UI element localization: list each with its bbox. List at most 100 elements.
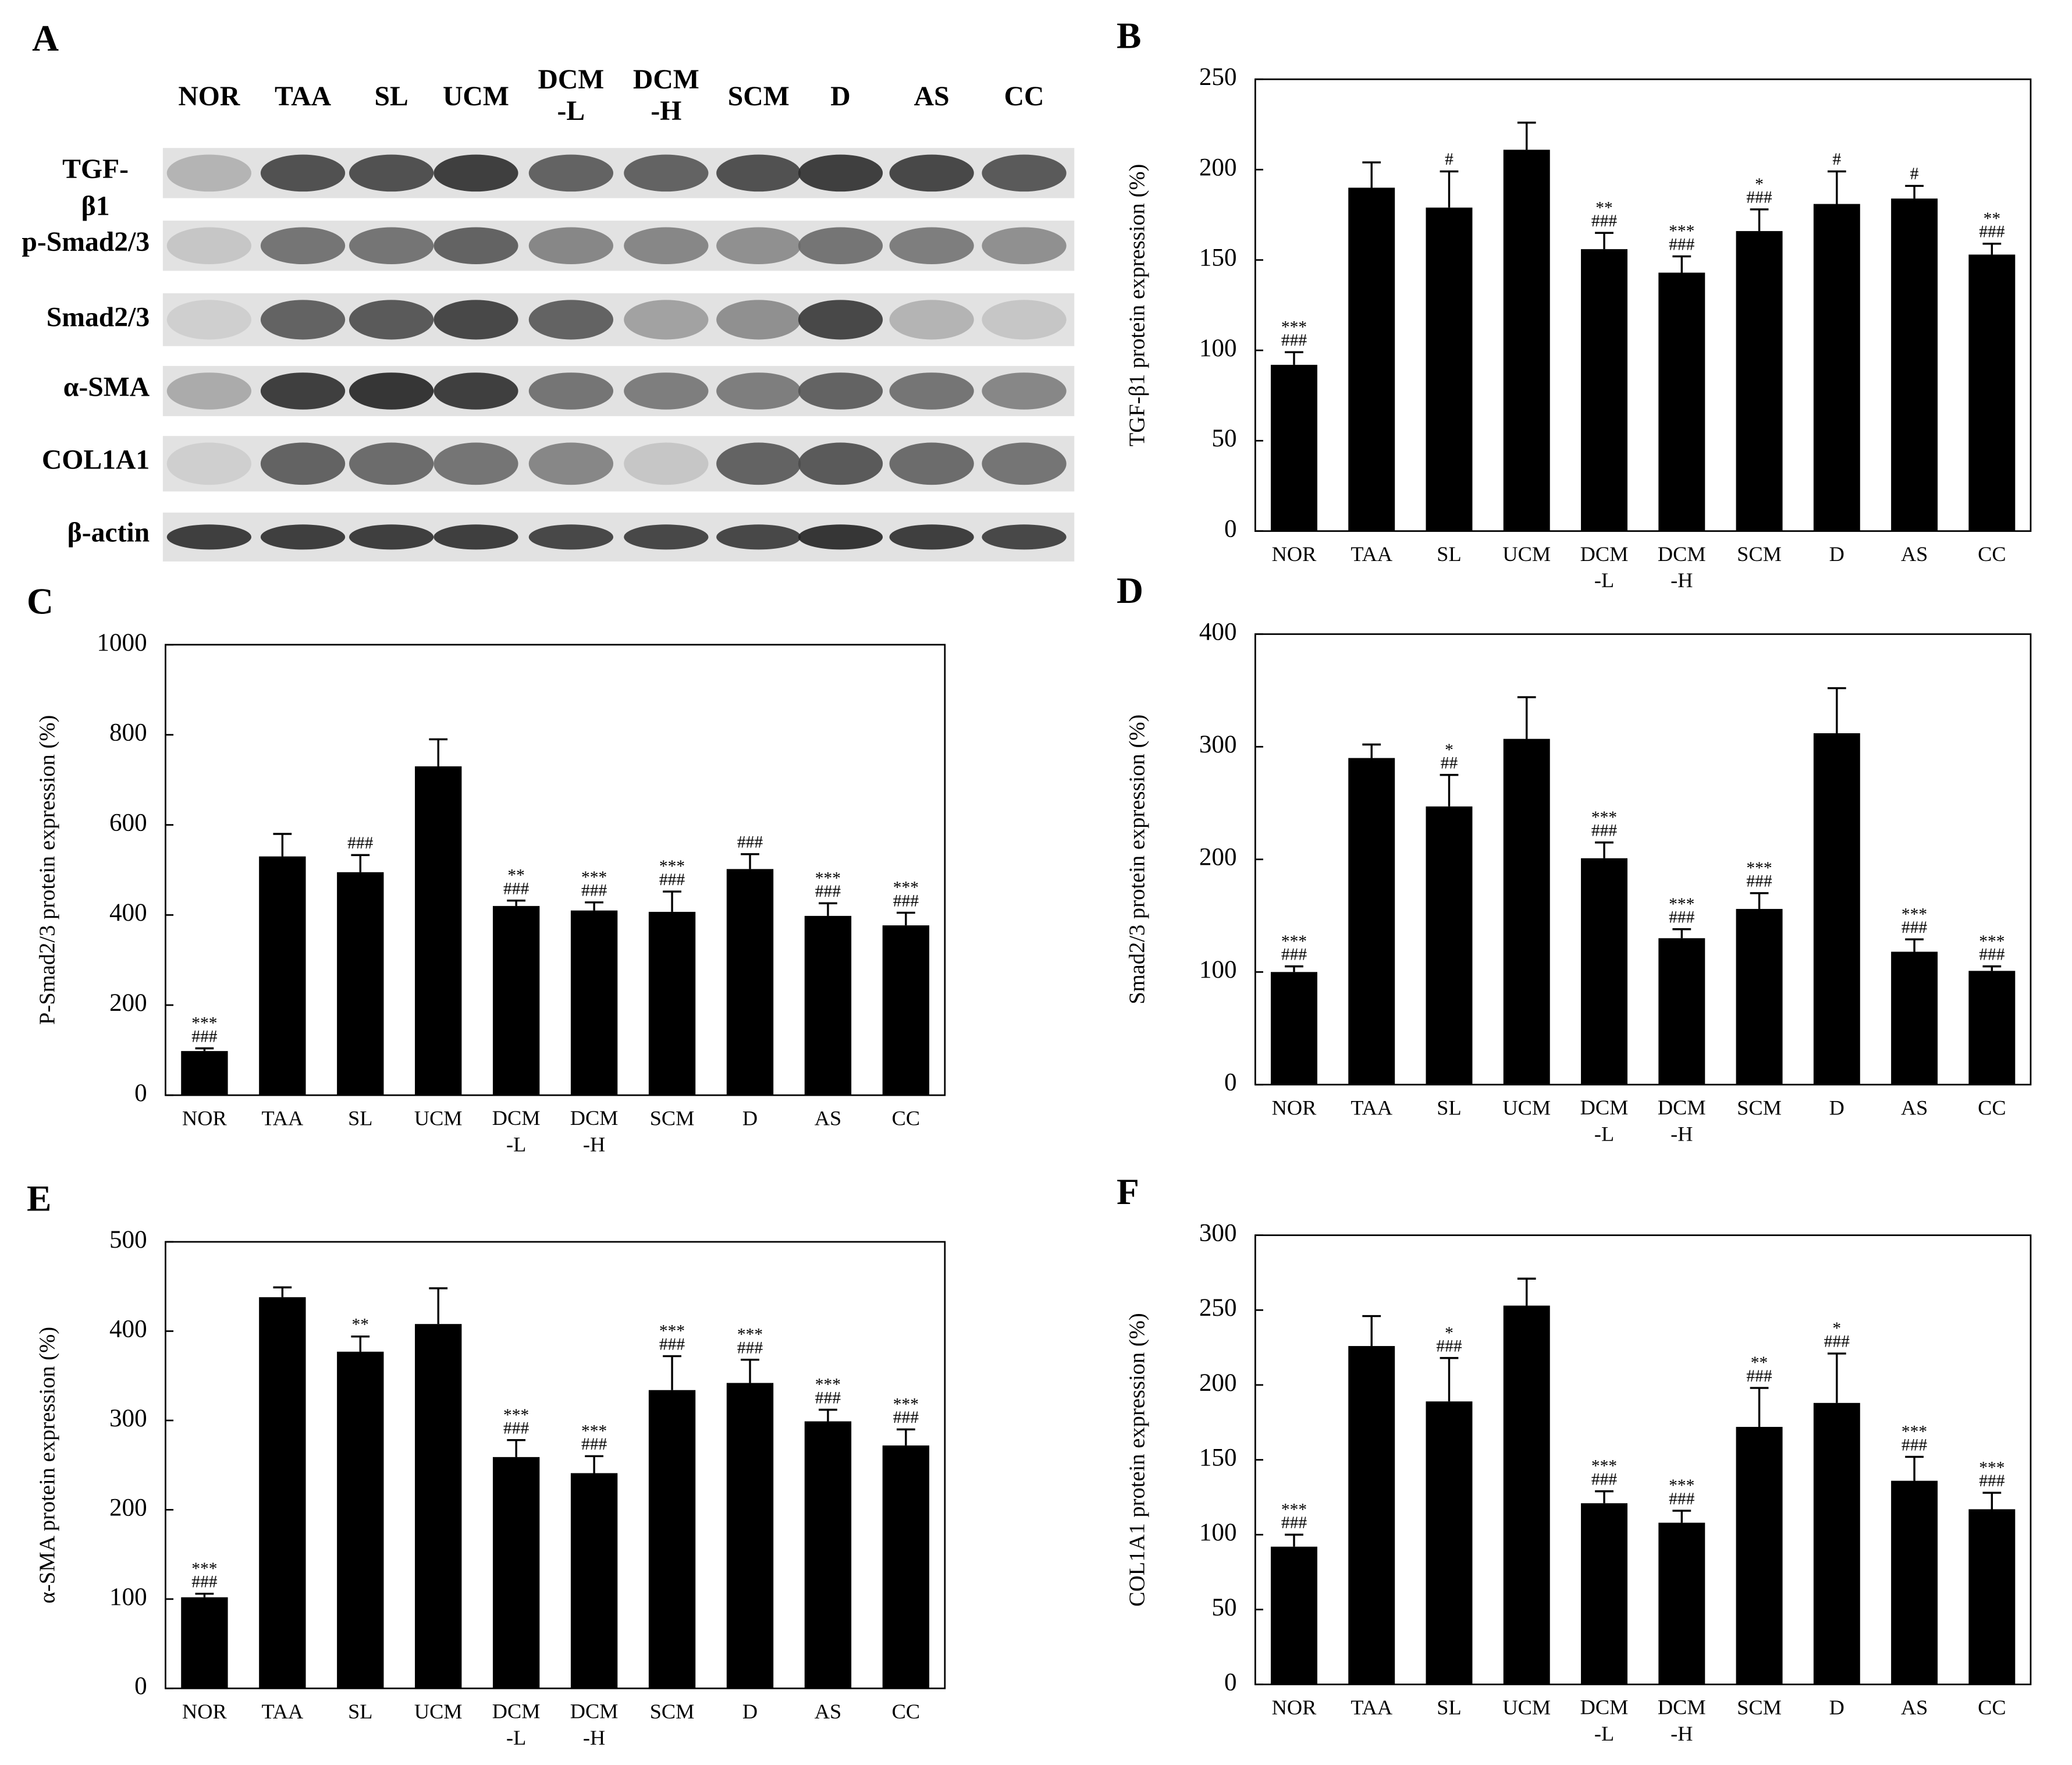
blot-band <box>798 227 883 265</box>
significance-label: *** ### <box>1281 1500 1307 1532</box>
blot-band <box>433 442 518 485</box>
x-tick-label: DCM -L <box>492 1106 541 1156</box>
x-tick-label: NOR <box>182 1106 227 1130</box>
bar <box>1581 249 1628 531</box>
bar <box>337 1351 384 1689</box>
blot-band <box>528 300 614 340</box>
x-tick-label: D <box>742 1106 758 1130</box>
bar <box>1891 951 1938 1085</box>
x-tick-label: D <box>1829 542 1844 566</box>
blot-band <box>166 442 251 485</box>
bar <box>415 766 462 1096</box>
significance-label: *** ### <box>581 868 607 900</box>
x-tick-label: TAA <box>1350 1096 1392 1119</box>
plot-frame <box>1254 78 2032 532</box>
blot-band <box>889 154 974 192</box>
y-axis-label: COL1A1 protein expression (%) <box>1125 1313 1149 1607</box>
y-tick-label: 200 <box>109 989 147 1017</box>
y-tick-label: 600 <box>109 809 147 836</box>
blot-band <box>982 372 1067 410</box>
significance-label: *** ### <box>1669 1476 1695 1508</box>
blot-band <box>166 227 251 265</box>
significance-label: *** ### <box>581 1422 607 1454</box>
x-tick-label: UCM <box>1502 1096 1551 1119</box>
panel-label: F <box>1117 1171 1139 1212</box>
significance-label: * ### <box>1824 1319 1850 1351</box>
y-tick-label: 250 <box>1199 1294 1237 1322</box>
x-tick-label: NOR <box>1272 542 1317 566</box>
x-tick-label: CC <box>892 1106 920 1130</box>
y-tick-label: 200 <box>1199 1369 1237 1397</box>
bar <box>882 925 930 1096</box>
y-tick-label: 300 <box>109 1405 147 1432</box>
blot-band <box>433 372 518 410</box>
blot-band <box>260 372 346 410</box>
x-tick-label: UCM <box>1502 542 1551 566</box>
panel-label: E <box>27 1177 51 1219</box>
blot-band <box>798 372 883 410</box>
significance-label: *** ### <box>1591 1457 1618 1489</box>
blot-band <box>798 524 883 550</box>
y-tick-label: 100 <box>109 1583 147 1611</box>
blot-band <box>349 442 434 485</box>
blot-band <box>349 154 434 192</box>
bar <box>415 1324 462 1689</box>
y-tick-label: 200 <box>109 1494 147 1521</box>
x-tick-label: CC <box>1978 1696 2006 1719</box>
blot-band <box>260 524 346 550</box>
blot-band <box>166 372 251 410</box>
bar <box>882 1445 930 1689</box>
blot-band <box>433 300 518 340</box>
bar <box>1348 1346 1395 1685</box>
row-label: α-SMA <box>63 372 150 403</box>
significance-label: *** ### <box>659 1322 685 1354</box>
y-axis-label: TGF-β1 protein expression (%) <box>1125 164 1149 447</box>
blot-band <box>716 227 801 265</box>
significance-label: *** ### <box>1669 895 1695 927</box>
significance-label: ** ### <box>503 866 529 898</box>
y-tick-label: 0 <box>134 1672 147 1700</box>
significance-label: # <box>1832 150 1841 169</box>
significance-label: *** ### <box>1591 808 1618 840</box>
lane-label: SCM <box>728 81 790 112</box>
bar <box>1813 733 1860 1085</box>
bar <box>1271 972 1317 1085</box>
x-tick-label: DCM -L <box>1580 1096 1629 1145</box>
blot-band <box>716 372 801 410</box>
bar <box>1271 1546 1317 1685</box>
significance-label: *** ### <box>1281 318 1307 350</box>
significance-label: ### <box>737 833 763 851</box>
x-tick-label: SCM <box>1737 1696 1782 1719</box>
x-tick-label: CC <box>892 1700 920 1723</box>
x-tick-label: DCM -H <box>1658 1696 1706 1745</box>
y-tick-label: 300 <box>1199 731 1237 758</box>
blot-band <box>982 227 1067 265</box>
lane-label: TAA <box>275 81 332 112</box>
bar <box>1968 971 2016 1085</box>
x-tick-label: DCM -H <box>1658 542 1706 592</box>
y-tick-label: 0 <box>1224 516 1237 543</box>
x-tick-label: CC <box>1978 1096 2006 1119</box>
bar <box>1968 1509 2016 1685</box>
y-tick-label: 100 <box>1199 1519 1237 1546</box>
significance-label: *** ### <box>1746 859 1772 891</box>
significance-label: *** ### <box>1979 932 2005 964</box>
x-tick-label: D <box>742 1700 758 1723</box>
x-tick-label: UCM <box>1502 1696 1551 1719</box>
significance-label: * ## <box>1441 741 1458 773</box>
row-label: COL1A1 <box>42 445 150 475</box>
blot-band <box>528 227 614 265</box>
blot-band <box>528 442 614 485</box>
y-axis-label: α-SMA protein expression (%) <box>35 1327 60 1604</box>
significance-label: *** ### <box>503 1406 529 1438</box>
y-tick-label: 200 <box>1199 154 1237 181</box>
significance-label: * ### <box>1746 175 1772 207</box>
bar <box>804 915 852 1096</box>
y-tick-label: 100 <box>1199 335 1237 362</box>
significance-label: *** ### <box>659 857 685 889</box>
blot-band <box>260 154 346 192</box>
y-tick-label: 150 <box>1199 1444 1237 1471</box>
x-tick-label: UCM <box>414 1106 463 1130</box>
x-tick-label: SCM <box>1737 542 1782 566</box>
